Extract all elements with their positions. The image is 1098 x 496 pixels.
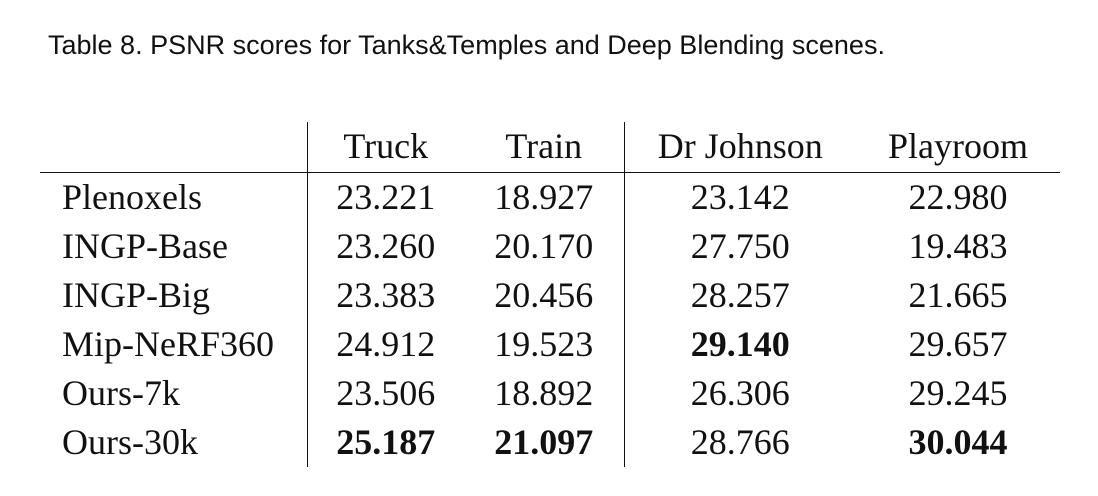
table-body: Plenoxels 23.221 18.927 23.142 22.980 IN… — [40, 172, 1060, 467]
table-row: Ours-30k 25.187 21.097 28.766 30.044 — [40, 418, 1060, 467]
cell-dr-johnson: 26.306 — [690, 373, 790, 413]
psnr-table: Truck Train Dr Johnson Playroom Plenoxel… — [40, 122, 1060, 467]
cell-truck: 25.187 — [336, 422, 436, 462]
cell-playroom: 21.665 — [908, 275, 1008, 315]
method-name: Mip-NeRF360 — [40, 320, 308, 369]
cell-train: 18.892 — [464, 369, 625, 418]
table-row: INGP-Big 23.383 20.456 28.257 21.665 — [40, 271, 1060, 320]
cell-dr-johnson: 28.257 — [690, 275, 790, 315]
results-table-container: Truck Train Dr Johnson Playroom Plenoxel… — [40, 122, 1060, 467]
cell-train: 21.097 — [464, 418, 625, 467]
column-header-train: Train — [464, 122, 625, 173]
cell-playroom: 22.980 — [908, 177, 1008, 217]
cell-playroom: 29.245 — [908, 373, 1008, 413]
column-header-truck: Truck — [307, 122, 464, 173]
table-header-row: Truck Train Dr Johnson Playroom — [40, 122, 1060, 173]
cell-playroom: 19.483 — [908, 226, 1008, 266]
cell-dr-johnson: 29.140 — [690, 324, 790, 364]
method-name: Ours-30k — [40, 418, 308, 467]
column-header-playroom: Playroom — [856, 122, 1060, 173]
cell-truck: 24.912 — [336, 324, 436, 364]
cell-train: 19.523 — [464, 320, 625, 369]
column-header-dr-johnson: Dr Johnson — [624, 122, 856, 173]
cell-truck: 23.383 — [336, 275, 436, 315]
method-name: Plenoxels — [40, 172, 308, 222]
cell-truck: 23.221 — [336, 177, 436, 217]
cell-train: 20.170 — [464, 222, 625, 271]
cell-truck: 23.260 — [336, 226, 436, 266]
table-caption: Table 8. PSNR scores for Tanks&Temples a… — [48, 30, 885, 60]
method-name: INGP-Base — [40, 222, 308, 271]
cell-dr-johnson: 28.766 — [690, 422, 790, 462]
cell-dr-johnson: 27.750 — [690, 226, 790, 266]
column-header-method — [40, 122, 308, 173]
cell-truck: 23.506 — [336, 373, 436, 413]
cell-train: 18.927 — [464, 172, 625, 222]
cell-dr-johnson: 23.142 — [690, 177, 790, 217]
method-name: Ours-7k — [40, 369, 308, 418]
table-row: Mip-NeRF360 24.912 19.523 29.140 29.657 — [40, 320, 1060, 369]
cell-playroom: 30.044 — [908, 422, 1008, 462]
table-row: Plenoxels 23.221 18.927 23.142 22.980 — [40, 172, 1060, 222]
cell-playroom: 29.657 — [908, 324, 1008, 364]
method-name: INGP-Big — [40, 271, 308, 320]
table-row: Ours-7k 23.506 18.892 26.306 29.245 — [40, 369, 1060, 418]
table-row: INGP-Base 23.260 20.170 27.750 19.483 — [40, 222, 1060, 271]
cell-train: 20.456 — [464, 271, 625, 320]
